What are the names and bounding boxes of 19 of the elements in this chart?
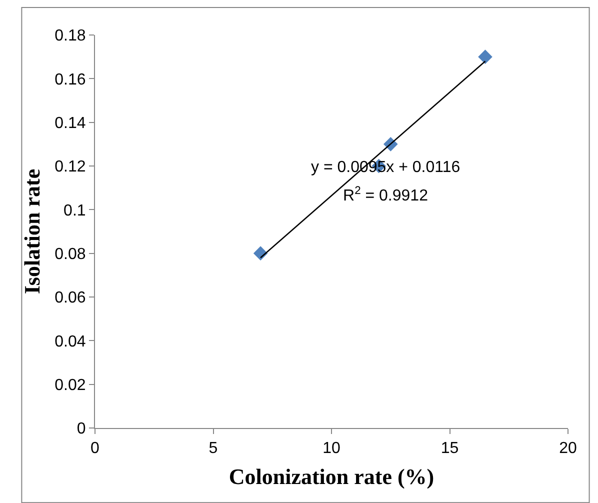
point: [478, 50, 492, 64]
y-tick-label: 0.04: [54, 333, 86, 350]
x-tick-label: 10: [322, 440, 340, 458]
y-tick-label: 0.02: [54, 376, 86, 394]
y-tick-label: 0.06: [54, 290, 86, 307]
x-tick-label: 0: [90, 440, 100, 458]
annotation: R$^{2}$ = 0.9912: [343, 185, 428, 205]
y-tick-label: 0: [76, 420, 86, 438]
y-tick-label: 0.18: [54, 28, 86, 45]
x-tick-label: 5: [208, 440, 218, 458]
x-axis-title: Colonization rate (%): [228, 464, 434, 490]
y-tick-label: 0.14: [54, 114, 86, 132]
y-axis-title: Isolation rate: [19, 168, 44, 294]
y-tick-label: 0.16: [54, 71, 86, 88]
x-tick-label: 15: [440, 440, 459, 458]
y-tick-label: 0.12: [54, 158, 86, 176]
y-tick-label: 0.1: [64, 202, 86, 220]
x-tick-label: 20: [559, 440, 577, 458]
y-tick-label: 0.08: [54, 246, 86, 263]
